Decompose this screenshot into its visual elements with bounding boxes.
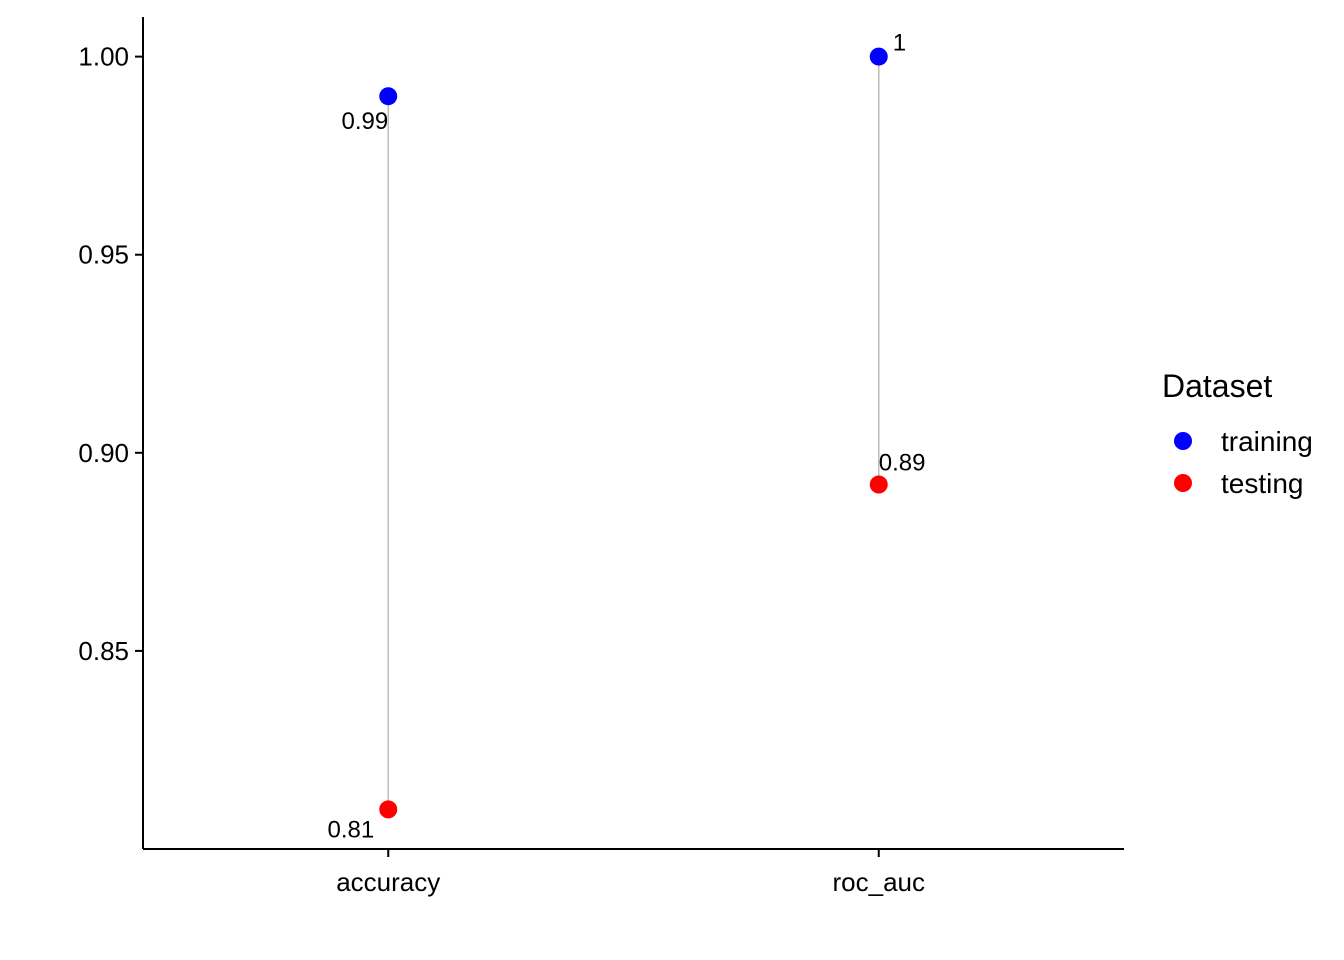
legend-title: Dataset: [1162, 368, 1272, 404]
testing-point: [869, 475, 888, 494]
y-tick-label: 0.95: [78, 240, 129, 270]
y-tick-label: 0.85: [78, 636, 129, 666]
x-axis: accuracy roc_auc: [143, 848, 1124, 897]
testing-data-label: 0.89: [879, 450, 926, 477]
y-axis: 0.85 0.90 0.95 1.00: [78, 17, 144, 849]
data-labels: 0.99 1 0.81 0.89: [328, 30, 926, 844]
legend: Dataset training testing: [1162, 368, 1313, 499]
x-tick-label: accuracy: [336, 867, 440, 897]
legend-items: training testing: [1174, 426, 1313, 499]
legend-key-testing: [1174, 474, 1192, 492]
y-axis-ticks: 0.85 0.90 0.95 1.00: [78, 42, 143, 666]
y-tick-label: 1.00: [78, 42, 129, 72]
training-data-label: 0.99: [342, 108, 389, 135]
x-tick-label: roc_auc: [833, 867, 926, 897]
connector-lines: [387, 56, 880, 810]
x-axis-ticks: accuracy roc_auc: [336, 849, 925, 897]
training-point: [379, 87, 398, 106]
testing-data-label: 0.81: [328, 816, 375, 843]
training-data-label: 1: [893, 30, 906, 57]
y-tick-label: 0.90: [78, 438, 129, 468]
legend-label-testing: testing: [1221, 468, 1304, 499]
training-point: [869, 47, 888, 66]
plot-panel: 0.99 1 0.81 0.89: [328, 30, 926, 844]
legend-key-training: [1174, 432, 1192, 450]
testing-point: [379, 800, 398, 819]
legend-label-training: training: [1221, 426, 1313, 457]
data-points: [379, 47, 888, 819]
